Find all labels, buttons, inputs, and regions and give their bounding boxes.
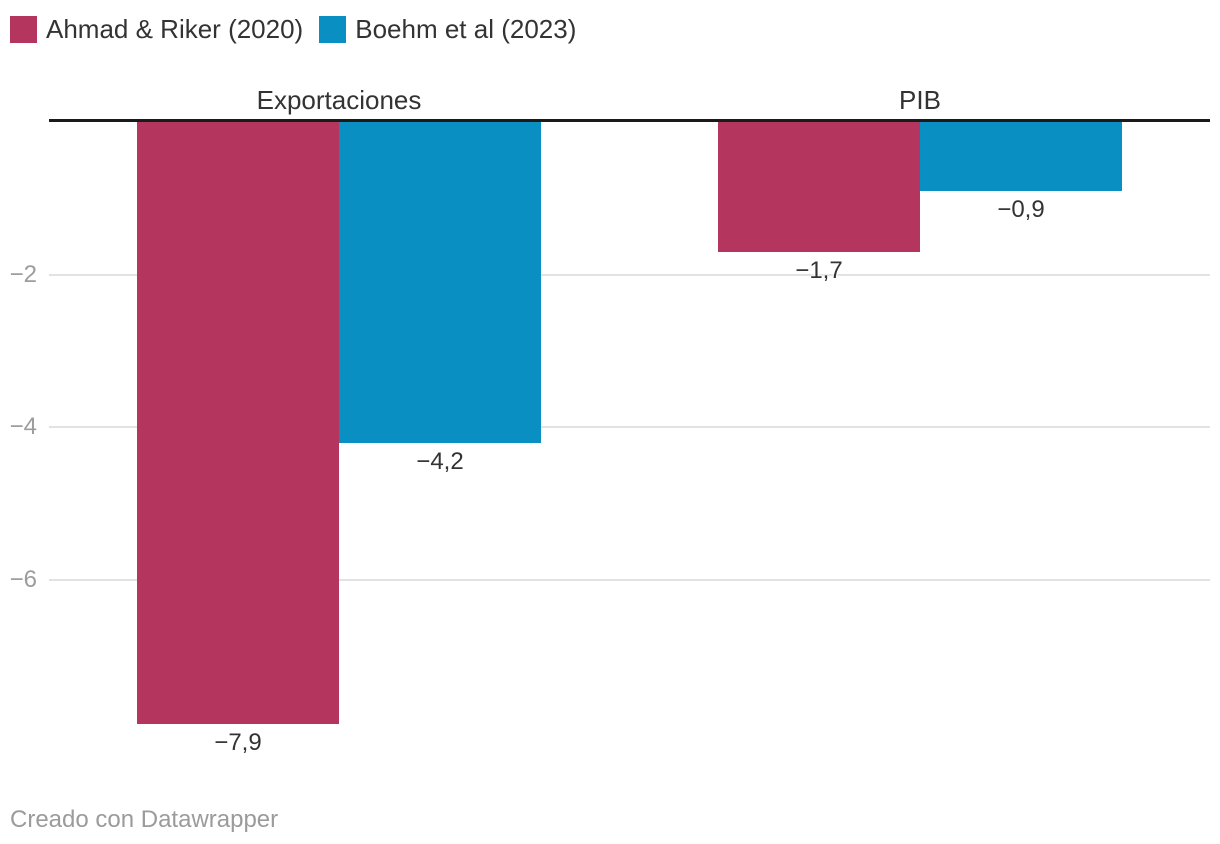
zero-baseline: [49, 119, 1210, 122]
bar-pib-series-1: [718, 122, 920, 252]
bar-value-label: −0,9: [997, 196, 1045, 223]
legend-swatch-icon: [319, 16, 347, 43]
category-label: Exportaciones: [256, 85, 422, 115]
y-gridline: [49, 426, 1210, 428]
category-label: PIB: [899, 85, 941, 115]
legend: Ahmad & Riker (2020) Boehm et al (2023): [10, 14, 576, 45]
y-axis-tick-label: −6: [9, 566, 37, 593]
y-gridline: [49, 274, 1210, 276]
bar-value-label: −4,2: [416, 448, 464, 475]
bar-exportaciones-series-2: [339, 122, 541, 443]
bar-value-label: −1,7: [795, 257, 843, 284]
y-gridline: [49, 579, 1210, 581]
bar-pib-series-2: [920, 122, 1122, 191]
bar-exportaciones-series-1: [137, 122, 339, 724]
y-axis-tick-label: −4: [9, 413, 37, 440]
legend-swatch-icon: [10, 16, 37, 43]
legend-item: Boehm et al (2023): [319, 14, 576, 45]
legend-item-label: Ahmad & Riker (2020): [46, 14, 304, 44]
attribution-text: Creado con Datawrapper: [10, 806, 279, 833]
bar-value-label: −7,9: [214, 729, 262, 756]
y-axis-tick-label: −2: [9, 261, 37, 288]
legend-item-label: Boehm et al (2023): [355, 14, 577, 44]
legend-item: Ahmad & Riker (2020): [10, 14, 303, 45]
